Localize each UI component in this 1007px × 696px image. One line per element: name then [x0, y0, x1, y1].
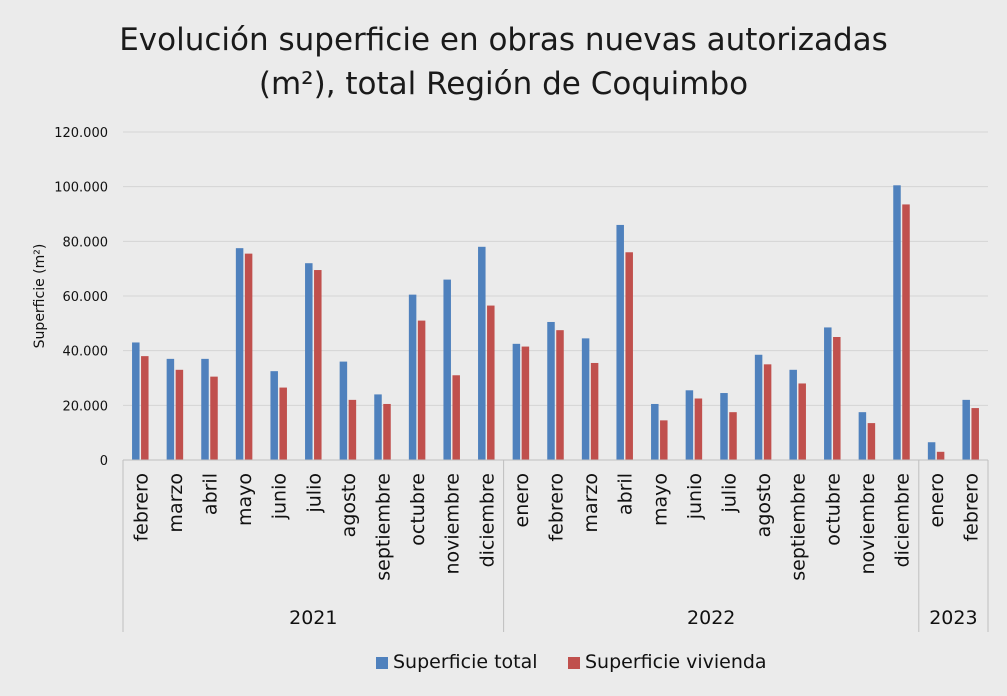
bar-vivienda: [936, 451, 945, 460]
x-category-label: febrero: [961, 473, 983, 542]
bar-total: [581, 338, 590, 460]
x-category-label: mayo: [649, 473, 671, 526]
x-category-label: septiembre: [788, 473, 810, 581]
year-group-label: 2023: [929, 607, 977, 629]
bar-total: [893, 185, 901, 461]
chart-title-line-1: Evolución superficie en obras nuevas aut…: [119, 22, 888, 58]
bar-total: [754, 354, 763, 460]
bar-vivienda: [417, 320, 426, 460]
bar-total: [824, 327, 832, 460]
y-tick-label: 0: [100, 454, 108, 469]
legend-label: Superficie vivienda: [585, 651, 767, 673]
y-tick-label: 80.000: [63, 235, 109, 250]
x-category-label: agosto: [338, 473, 360, 537]
bar-total: [132, 342, 140, 460]
gridlines: [123, 131, 988, 406]
x-category-label: marzo: [165, 473, 187, 533]
bar-total: [270, 371, 278, 460]
x-category-label: junio: [684, 473, 706, 520]
bar-total: [927, 442, 936, 460]
bar-total: [858, 412, 867, 460]
bar-total: [166, 358, 175, 460]
bar-vivienda: [210, 376, 218, 460]
bar-total: [201, 358, 209, 460]
bar-vivienda: [452, 375, 460, 460]
x-category-label: agosto: [753, 473, 775, 537]
bar-vivienda: [694, 398, 703, 460]
bar-total: [512, 343, 521, 460]
bar-total: [305, 263, 313, 460]
x-category-label: enero: [511, 473, 533, 527]
x-category-label: mayo: [234, 473, 256, 526]
bar-vivienda: [660, 420, 668, 460]
bar-vivienda: [487, 305, 495, 460]
bar-vivienda: [521, 346, 530, 460]
bar-vivienda: [902, 204, 910, 460]
year-group-label: 2022: [687, 607, 735, 629]
x-category-label: abril: [615, 473, 637, 515]
bar-total: [443, 279, 451, 460]
legend-swatch: [568, 657, 580, 669]
x-category-label: enero: [926, 473, 948, 527]
x-category-label: diciembre: [476, 473, 498, 567]
bar-vivienda: [314, 270, 322, 460]
bar-vivienda: [141, 356, 149, 460]
bar-vivienda: [867, 423, 876, 460]
y-tick-label: 60.000: [63, 290, 109, 305]
x-category-label: marzo: [580, 473, 602, 533]
x-category-label: diciembre: [892, 473, 914, 567]
bar-vivienda: [798, 383, 806, 460]
y-tick-label: 20.000: [63, 399, 109, 414]
bar-total: [616, 224, 624, 460]
bar-total: [789, 369, 797, 460]
bar-vivienda: [729, 412, 737, 460]
bar-vivienda: [175, 369, 184, 460]
bar-vivienda: [763, 364, 772, 460]
bar-vivienda: [833, 337, 841, 460]
bar-vivienda: [244, 253, 253, 460]
bar-total: [374, 394, 382, 460]
x-category-label: julio: [303, 473, 325, 514]
bar-vivienda: [348, 399, 357, 460]
bar-total: [651, 403, 659, 460]
bar-total: [339, 361, 348, 460]
x-category-label: junio: [269, 473, 291, 520]
x-category-label: noviembre: [857, 473, 879, 575]
bar-total: [547, 321, 555, 460]
chart-title-line-2: (m²), total Región de Coquimbo: [258, 66, 749, 102]
x-category-label: octubre: [822, 473, 844, 546]
bar-total: [235, 248, 244, 460]
bars: [132, 185, 979, 461]
bar-vivienda: [625, 252, 633, 460]
year-group-label: 2021: [289, 607, 337, 629]
bar-vivienda: [556, 330, 564, 460]
x-category-label: febrero: [130, 473, 152, 542]
y-tick-label: 120.000: [54, 126, 108, 141]
legend: Superficie total Superficie vivienda: [376, 651, 767, 673]
bar-vivienda: [971, 408, 979, 460]
bar-vivienda: [590, 362, 599, 460]
legend-swatch: [376, 657, 388, 669]
y-axis-label: Superficie (m²): [32, 244, 48, 349]
bar-total: [685, 390, 694, 460]
y-tick-label: 40.000: [63, 345, 109, 360]
x-category-label: abril: [200, 473, 222, 515]
bar-total: [720, 393, 728, 460]
x-category-label: noviembre: [442, 473, 464, 575]
x-category-label: octubre: [407, 473, 429, 546]
x-axis: febrero marzo abril mayo junio julio agosto sep…: [122, 459, 989, 632]
x-category-label: febrero: [546, 473, 568, 542]
legend-label: Superficie total: [393, 651, 538, 673]
bar-total: [962, 399, 970, 460]
bar-total: [478, 246, 486, 460]
bar-vivienda: [383, 403, 391, 460]
y-axis-ticks: 0 20.000 40.000 60.000 80.000 100.000 120.000: [54, 126, 108, 469]
bar-vivienda: [279, 387, 287, 460]
bar-total: [408, 294, 417, 460]
x-category-label: septiembre: [373, 473, 395, 581]
x-category-label: julio: [719, 473, 741, 514]
y-tick-label: 100.000: [54, 181, 108, 196]
